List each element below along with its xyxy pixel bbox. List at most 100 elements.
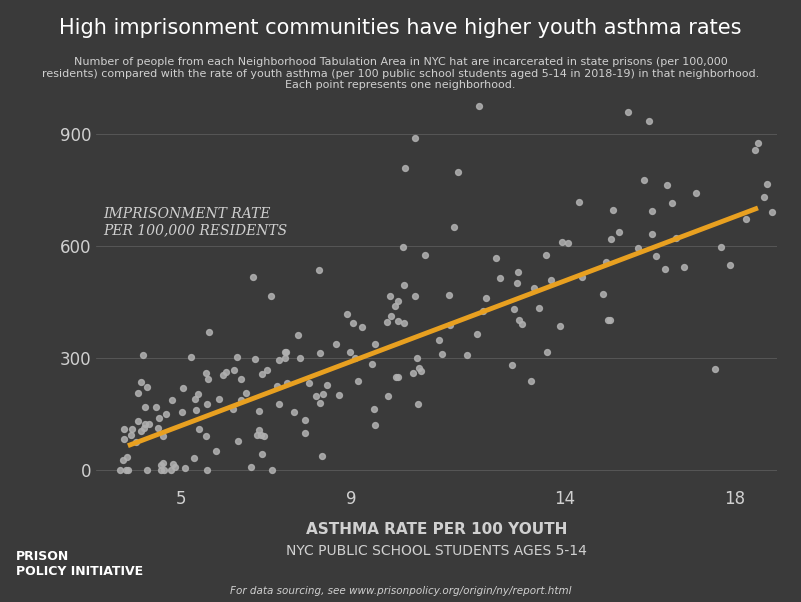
Point [138, 423, 151, 433]
Point [252, 425, 265, 435]
Point [279, 347, 292, 356]
Point [436, 349, 449, 358]
Point [202, 327, 215, 337]
Point [176, 383, 189, 393]
Point [141, 382, 154, 391]
Point [512, 267, 525, 277]
Point [413, 363, 425, 373]
Point [118, 424, 131, 433]
Point [452, 167, 465, 176]
Point [366, 359, 379, 369]
Point [235, 374, 248, 384]
Point [392, 316, 405, 326]
Point [443, 290, 456, 300]
Point [461, 350, 473, 359]
Point [185, 352, 198, 362]
Point [397, 280, 410, 290]
Point [235, 396, 248, 405]
Point [200, 465, 213, 475]
Point [299, 428, 312, 438]
Point [131, 416, 144, 426]
Point [444, 320, 457, 330]
Point [407, 368, 420, 377]
Point [124, 430, 137, 440]
Point [533, 303, 545, 312]
Point [169, 462, 182, 472]
Point [448, 222, 461, 232]
Point [132, 388, 145, 398]
Point [158, 465, 171, 475]
Point [129, 438, 142, 447]
Point [273, 399, 286, 408]
Point [604, 315, 617, 324]
Point [723, 259, 736, 269]
Point [292, 330, 304, 340]
Point [391, 372, 404, 382]
Text: For data sourcing, see www.prisonpolicy.org/origin/ny/report.html: For data sourcing, see www.prisonpolicy.… [230, 586, 571, 596]
Point [344, 347, 356, 357]
Point [278, 353, 291, 363]
Point [126, 424, 139, 433]
Point [247, 272, 260, 282]
Point [766, 207, 779, 217]
Point [210, 446, 223, 456]
Point [166, 395, 179, 405]
Text: IMPRISONMENT RATE
PER 100,000 RESIDENTS: IMPRISONMENT RATE PER 100,000 RESIDENTS [103, 207, 287, 238]
Point [151, 423, 164, 432]
Point [155, 465, 167, 475]
Point [231, 353, 244, 362]
Point [231, 436, 244, 445]
Point [189, 405, 202, 415]
Point [200, 399, 213, 409]
Point [562, 238, 574, 248]
Point [368, 340, 381, 349]
Point [396, 242, 409, 252]
Point [525, 376, 537, 386]
Point [709, 365, 722, 374]
Point [294, 353, 307, 362]
Point [220, 367, 233, 377]
Point [314, 349, 327, 358]
Point [606, 206, 619, 216]
Point [540, 347, 553, 357]
Point [631, 243, 644, 253]
Point [213, 394, 226, 403]
Point [659, 264, 672, 274]
Point [179, 463, 191, 473]
Point [414, 366, 427, 376]
Point [156, 431, 169, 441]
Point [192, 424, 205, 434]
Point [473, 102, 485, 111]
Point [507, 305, 520, 314]
Point [175, 408, 188, 417]
Point [388, 302, 401, 311]
Point [316, 452, 328, 461]
Point [513, 315, 525, 325]
Point [576, 272, 589, 282]
Point [140, 465, 153, 475]
Point [352, 376, 364, 385]
Point [661, 180, 674, 190]
Point [216, 370, 229, 380]
Point [299, 415, 312, 425]
Point [256, 450, 268, 459]
Point [758, 192, 771, 202]
Point [397, 318, 410, 328]
Point [136, 350, 149, 360]
Point [739, 214, 752, 224]
Point [489, 253, 502, 262]
Point [255, 430, 268, 440]
Point [316, 389, 329, 399]
Point [411, 353, 424, 362]
Point [391, 296, 404, 306]
Point [670, 234, 682, 243]
Point [155, 461, 167, 470]
Point [347, 318, 360, 327]
Point [135, 377, 147, 387]
Point [399, 164, 412, 173]
Point [150, 402, 163, 412]
Point [271, 381, 284, 391]
Point [381, 391, 394, 401]
Point [228, 365, 241, 375]
Point [384, 291, 396, 300]
